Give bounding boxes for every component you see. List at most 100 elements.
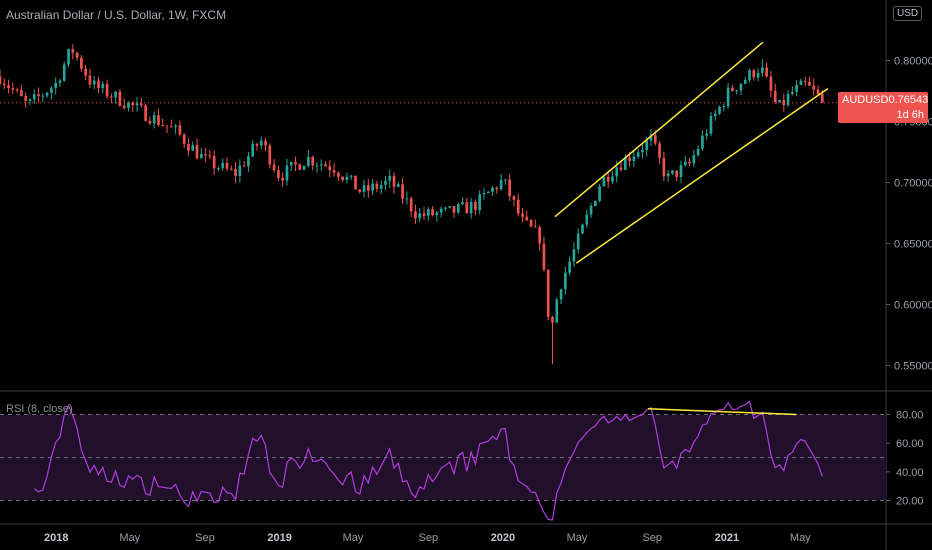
candle-body: [589, 205, 593, 215]
candle-body: [461, 202, 464, 205]
rsi-tick-label: 60.00: [896, 438, 924, 450]
candle-body: [414, 211, 417, 219]
candle-body: [371, 183, 374, 191]
candle-body: [491, 187, 494, 192]
candle-body: [58, 80, 62, 83]
candle-body: [208, 155, 212, 157]
rsi-indicator-label[interactable]: RSI (8, close): [6, 403, 73, 415]
price-tag-symbol: AUDUSD: [842, 94, 889, 106]
candle-body: [701, 135, 704, 149]
candle-body: [594, 200, 597, 206]
candle-body: [165, 125, 169, 127]
candle-body: [375, 183, 379, 189]
candle-body: [474, 201, 477, 211]
candle-body: [456, 204, 460, 213]
candle-body: [337, 172, 340, 177]
candle-body: [157, 115, 160, 126]
candle-body: [285, 165, 289, 181]
candle-body: [255, 143, 259, 146]
candle-body: [581, 224, 584, 234]
price-tick-label: 0.70000: [894, 178, 932, 190]
candle-body: [679, 165, 683, 178]
candle-body: [88, 75, 92, 85]
channel-trendlines[interactable]: [554, 41, 829, 264]
candle-body: [675, 170, 679, 178]
candle-body: [534, 226, 537, 228]
candle-body: [182, 134, 186, 144]
candle-body: [799, 80, 803, 85]
candle-body: [345, 176, 349, 180]
time-tick-label: May: [119, 532, 140, 544]
candle-body: [212, 156, 216, 169]
candle-body: [384, 180, 387, 185]
candle-body: [469, 201, 473, 214]
candle-body: [564, 272, 567, 290]
candle-body: [174, 125, 177, 127]
candle-body: [388, 175, 392, 181]
candle-body: [606, 176, 610, 182]
candle-body: [405, 198, 409, 200]
candle-body: [452, 206, 456, 213]
candle-body: [611, 176, 614, 182]
candle-body: [247, 156, 250, 167]
candle-body: [71, 49, 75, 53]
candle-body: [277, 170, 280, 178]
candle-body: [217, 168, 220, 170]
candle-body: [705, 133, 709, 136]
candle-body: [221, 162, 225, 169]
candle-body: [7, 85, 10, 88]
candle-body: [653, 135, 657, 144]
candle-body: [140, 103, 143, 106]
candle-body: [20, 89, 23, 97]
candle-body: [739, 83, 743, 91]
candle-body: [516, 199, 520, 214]
candle-body: [268, 145, 272, 165]
candle-body: [144, 105, 147, 121]
candle-body: [114, 91, 117, 98]
candle-body: [92, 80, 96, 85]
candle-body: [529, 219, 533, 227]
candle-body: [80, 57, 83, 69]
candle-body: [32, 94, 36, 100]
candle-body: [195, 145, 199, 159]
candle-body: [37, 94, 40, 96]
price-tick-label: 0.80000: [894, 56, 932, 68]
candle-body: [281, 177, 285, 181]
currency-badge[interactable]: USD: [893, 6, 923, 21]
candle-body: [302, 165, 306, 170]
price-tick-label: 0.65000: [894, 239, 932, 251]
rsi-divergence-line: [647, 408, 797, 416]
candle-body: [645, 140, 649, 150]
candle-body: [289, 161, 293, 166]
candle-body: [722, 106, 726, 108]
candle-body: [298, 164, 302, 170]
candle-body: [135, 103, 139, 106]
candle-body: [696, 148, 700, 156]
candle-body: [619, 167, 623, 170]
candle-body: [525, 216, 529, 220]
candle-body: [628, 157, 631, 161]
candle-body: [199, 154, 203, 159]
time-tick-label: May: [790, 532, 811, 544]
channel-lower-line[interactable]: [575, 87, 829, 264]
time-tick-label: May: [567, 532, 588, 544]
candle-body: [28, 99, 32, 102]
candle-body: [332, 170, 336, 173]
price-tag-countdown: 1d 6h: [896, 109, 924, 121]
candle-body: [118, 91, 122, 106]
candle-body: [812, 85, 816, 90]
candle-body: [756, 72, 760, 78]
channel-upper-line[interactable]: [554, 41, 764, 218]
candle-body: [748, 70, 751, 80]
candle-body: [623, 157, 627, 170]
candle-body: [328, 166, 332, 171]
candle-body: [521, 213, 524, 217]
candle-body: [435, 212, 439, 216]
candle-body: [431, 209, 434, 216]
candle-body: [512, 196, 516, 200]
candle-body: [315, 165, 319, 167]
candle-body: [752, 70, 756, 78]
price-tick-label: 0.60000: [894, 300, 932, 312]
price-tick-label: 0.55000: [894, 361, 932, 373]
